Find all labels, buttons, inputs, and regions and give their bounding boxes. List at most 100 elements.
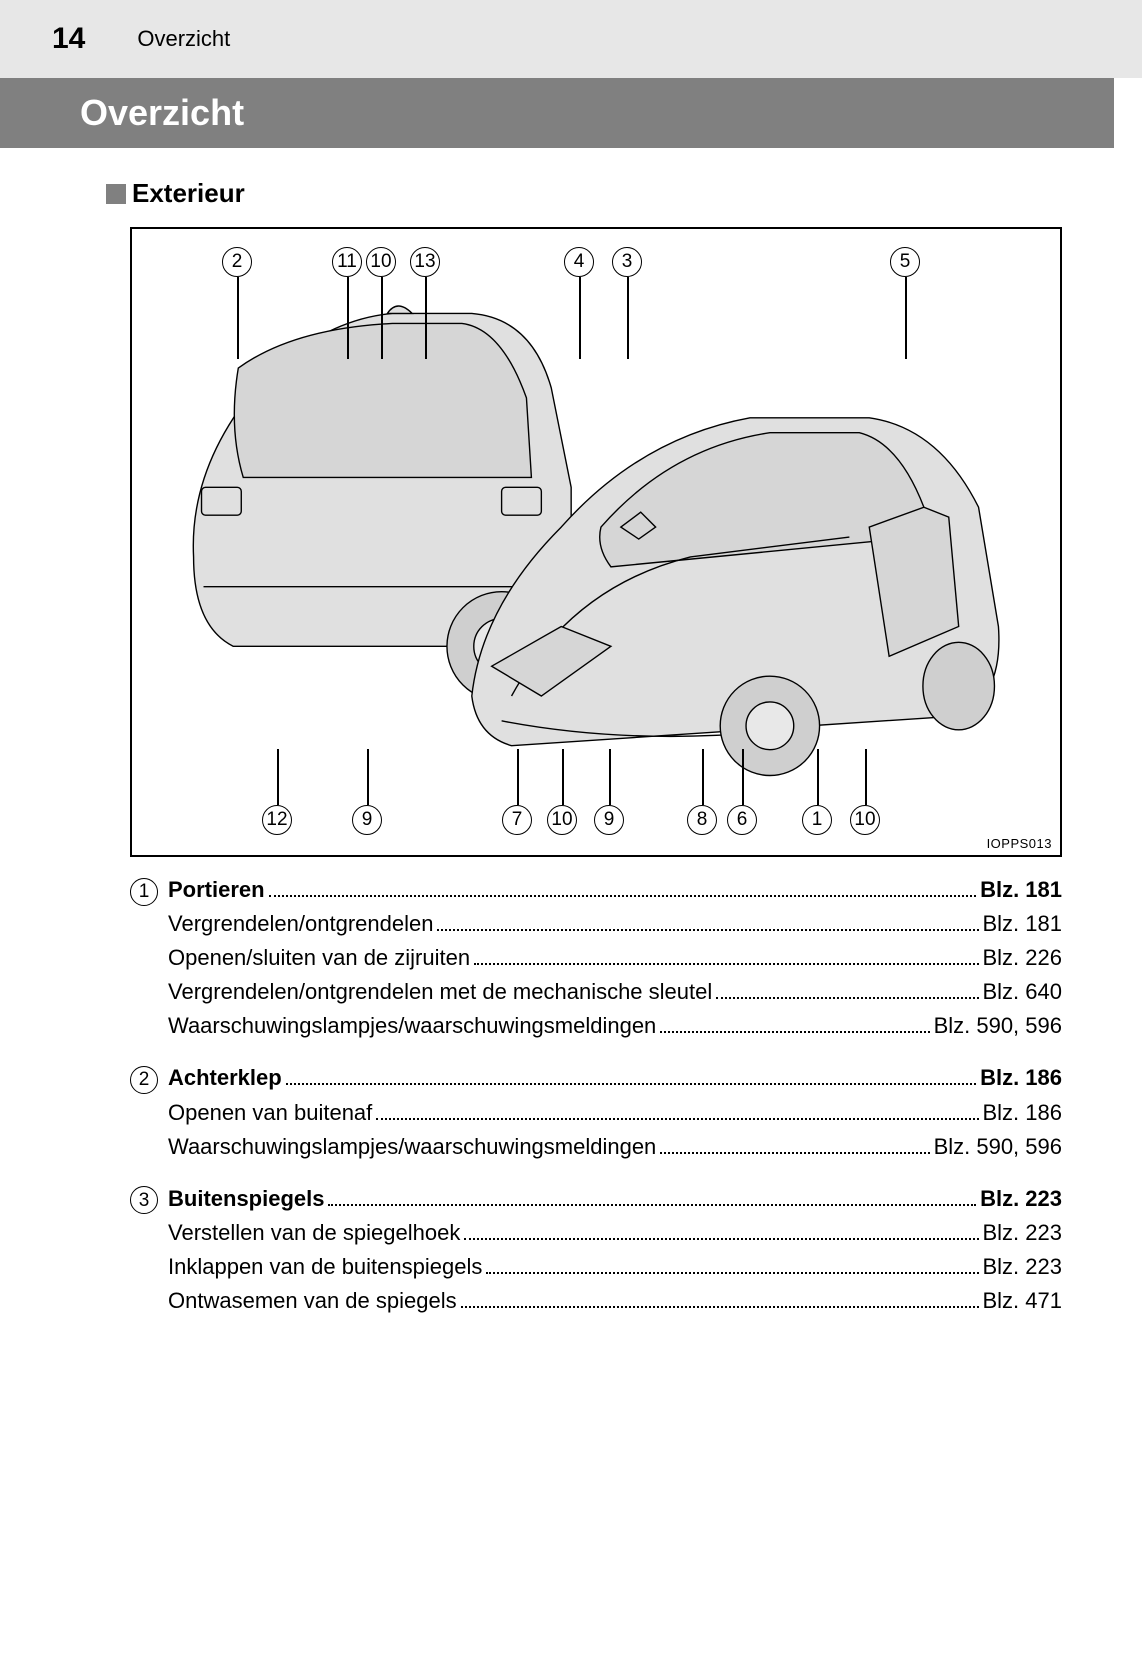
callout-9: 9 <box>594 805 624 835</box>
index-page-ref: Blz. 223 <box>980 1182 1062 1216</box>
index-sub-label: Inklappen van de buitenspiegels <box>168 1250 482 1284</box>
callout-line <box>381 277 383 359</box>
callout-7: 7 <box>502 805 532 835</box>
leader-dots <box>328 1204 976 1206</box>
leader-dots <box>716 997 978 999</box>
callout-line <box>579 277 581 359</box>
index-sub-label: Openen van buitenaf <box>168 1096 372 1130</box>
index-block: 1PortierenBlz. 181Vergrendelen/ontgrende… <box>130 873 1062 1043</box>
index-sub-label: Waarschuwingslampjes/waarschuwingsmeldin… <box>168 1009 656 1043</box>
index-sub-row: Openen van buitenaf Blz. 186 <box>168 1096 1062 1130</box>
leader-dots <box>437 929 978 931</box>
index-title: Achterklep <box>168 1061 282 1095</box>
index-sub-page-ref: Blz. 640 <box>983 975 1063 1009</box>
index-block: 3BuitenspiegelsBlz. 223Verstellen van de… <box>130 1182 1062 1318</box>
index-sub-page-ref: Blz. 471 <box>983 1284 1063 1318</box>
index-sub-row: Waarschuwingslampjes/waarschuwingsmeldin… <box>168 1130 1062 1164</box>
leader-dots <box>376 1118 978 1120</box>
page-number: 14 <box>52 22 85 56</box>
callout-10: 10 <box>366 247 396 277</box>
callout-line <box>905 277 907 359</box>
callout-10: 10 <box>547 805 577 835</box>
callout-3: 3 <box>612 247 642 277</box>
index-sub-row: Inklappen van de buitenspiegels Blz. 223 <box>168 1250 1062 1284</box>
leader-dots <box>660 1031 929 1033</box>
exterior-diagram: 2111013435129710986110 IOPPS013 <box>130 227 1062 857</box>
callout-line <box>865 749 867 805</box>
callout-line <box>517 749 519 805</box>
callout-8: 8 <box>687 805 717 835</box>
subsection-title: Exterieur <box>132 178 245 209</box>
index-sub-row: Openen/sluiten van de zijruiten Blz. 226 <box>168 941 1062 975</box>
callout-line <box>347 277 349 359</box>
index-block: 2 Achterklep Blz. 186 Openen van buitenaf Bl… <box>130 1061 1062 1163</box>
callout-line <box>277 749 279 805</box>
index-sub-row: Waarschuwingslampjes/waarschuwingsmeldin… <box>168 1009 1062 1043</box>
leader-dots <box>286 1083 976 1085</box>
index-sub-page-ref: Blz. 181 <box>983 907 1063 941</box>
square-bullet-icon <box>106 184 126 204</box>
diagram-code: IOPPS013 <box>987 836 1052 851</box>
callout-line <box>237 277 239 359</box>
index-sub-label: Verstellen van de spiegelhoek <box>168 1216 460 1250</box>
callout-12: 12 <box>262 805 292 835</box>
index-heading-row: 2 Achterklep Blz. 186 <box>130 1061 1062 1095</box>
callout-line <box>425 277 427 359</box>
index-heading-row: 1 Portieren Blz. 181 <box>130 873 1062 907</box>
index-title: Buitenspiegels <box>168 1182 324 1216</box>
index-sub-page-ref: Blz. 223 <box>983 1250 1063 1284</box>
index-page-ref: Blz. 181 <box>980 873 1062 907</box>
index-sub-page-ref: Blz. 223 <box>983 1216 1063 1250</box>
index-sub-label: Vergrendelen/ontgrendelen <box>168 907 433 941</box>
index-sub-row: Verstellen van de spiegelhoek Blz. 223 <box>168 1216 1062 1250</box>
callout-6: 6 <box>727 805 757 835</box>
callout-1: 1 <box>802 805 832 835</box>
index-subitems: Verstellen van de spiegelhoekBlz. 223Ink… <box>168 1216 1062 1318</box>
index-number-icon: 3 <box>130 1186 158 1214</box>
index-sub-label: Ontwasemen van de spiegels <box>168 1284 457 1318</box>
callout-line <box>562 749 564 805</box>
index-subitems: Vergrendelen/ontgrendelenBlz. 181Openen/… <box>168 907 1062 1043</box>
callout-line <box>367 749 369 805</box>
index-number-icon: 1 <box>130 878 158 906</box>
callout-line <box>627 277 629 359</box>
callout-4: 4 <box>564 247 594 277</box>
index-page-ref: Blz. 186 <box>980 1061 1062 1095</box>
leader-dots <box>474 963 978 965</box>
index-sub-row: Vergrendelen/ontgrendelen Blz. 181 <box>168 907 1062 941</box>
index-sub-label: Vergrendelen/ontgrendelen met de mechani… <box>168 975 712 1009</box>
subsection-header: Exterieur <box>106 178 1142 209</box>
index-sub-page-ref: Blz. 590, 596 <box>934 1009 1062 1043</box>
index-sub-row: Ontwasemen van de spiegels Blz. 471 <box>168 1284 1062 1318</box>
index-sub-page-ref: Blz. 186 <box>983 1096 1063 1130</box>
section-title-bar: Overzicht <box>0 78 1114 148</box>
leader-dots <box>660 1152 929 1154</box>
page-header: 14 Overzicht <box>0 0 1142 78</box>
index-sub-page-ref: Blz. 226 <box>983 941 1063 975</box>
callout-line <box>742 749 744 805</box>
index-sub-page-ref: Blz. 590, 596 <box>934 1130 1062 1164</box>
leader-dots <box>464 1238 978 1240</box>
callout-11: 11 <box>332 247 362 277</box>
leader-dots <box>461 1306 979 1308</box>
index-title: Portieren <box>168 873 265 907</box>
index-sub-label: Openen/sluiten van de zijruiten <box>168 941 470 975</box>
car-illustration <box>132 229 1060 855</box>
header-title: Overzicht <box>137 26 230 52</box>
callout-9: 9 <box>352 805 382 835</box>
leader-dots <box>269 895 976 897</box>
callout-5: 5 <box>890 247 920 277</box>
callout-line <box>702 749 704 805</box>
callout-13: 13 <box>410 247 440 277</box>
callout-10: 10 <box>850 805 880 835</box>
index-subitems: Openen van buitenaf Blz. 186 Waarschuwings… <box>168 1096 1062 1164</box>
index-heading-row: 3 Buitenspiegels Blz. 223 <box>130 1182 1062 1216</box>
index-sub-row: Vergrendelen/ontgrendelen met de mechani… <box>168 975 1062 1009</box>
callout-line <box>609 749 611 805</box>
leader-dots <box>486 1272 978 1274</box>
callout-line <box>817 749 819 805</box>
index-number-icon: 2 <box>130 1066 158 1094</box>
callout-2: 2 <box>222 247 252 277</box>
index-list: 1PortierenBlz. 181Vergrendelen/ontgrende… <box>130 873 1062 1318</box>
index-sub-label: Waarschuwingslampjes/waarschuwingsmeldin… <box>168 1130 656 1164</box>
